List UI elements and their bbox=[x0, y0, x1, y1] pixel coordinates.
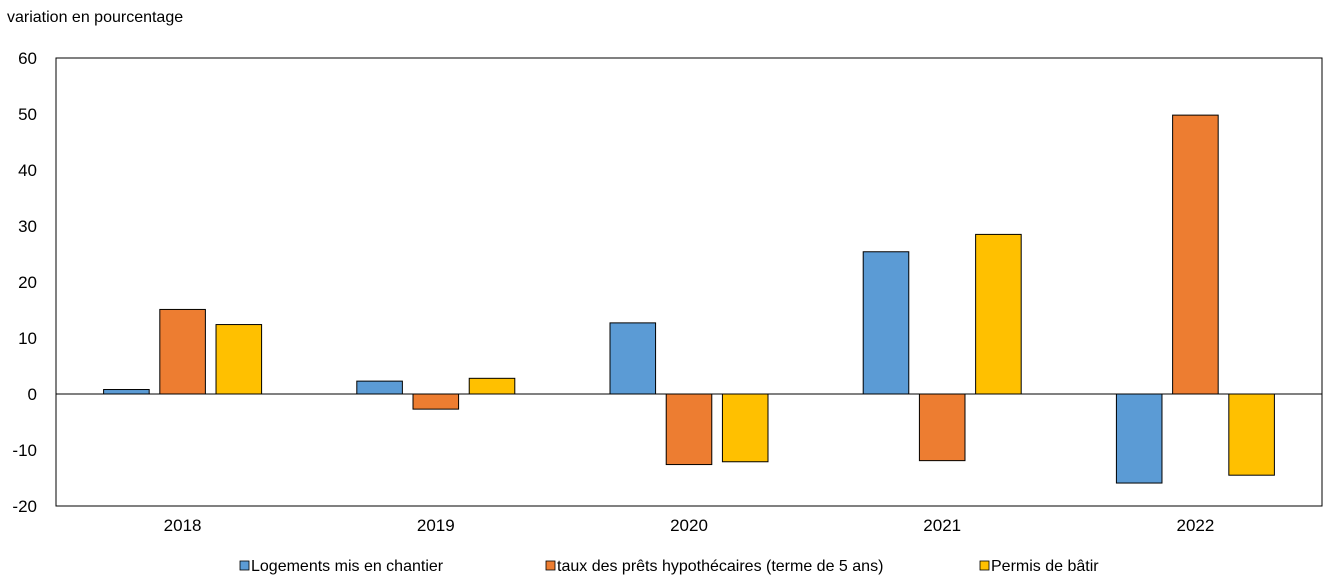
bar-2018-series-3 bbox=[215, 324, 263, 395]
bar-2020-series-3 bbox=[721, 393, 769, 463]
bars bbox=[103, 114, 1275, 484]
x-tick-label: 2018 bbox=[164, 516, 202, 535]
bar-2022-series-3 bbox=[1228, 393, 1275, 476]
bar-2020-series-2 bbox=[665, 393, 713, 466]
y-tick-label: 40 bbox=[18, 161, 37, 180]
bar-2021-series-1 bbox=[862, 251, 910, 395]
x-tick-label: 2019 bbox=[417, 516, 455, 535]
x-tick-label: 2021 bbox=[923, 516, 961, 535]
bar-2022-series-2 bbox=[1172, 114, 1219, 395]
y-tick-label: 50 bbox=[18, 105, 37, 124]
bar-2021-series-3 bbox=[975, 233, 1022, 395]
y-tick-label: 30 bbox=[18, 217, 37, 236]
y-tick-label: -10 bbox=[12, 441, 37, 460]
legend-label: Logements mis en chantier bbox=[251, 558, 444, 575]
bar-2022-series-1 bbox=[1115, 393, 1163, 484]
y-tick-label: 0 bbox=[28, 385, 37, 404]
y-tick-label: 20 bbox=[18, 273, 37, 292]
x-tick-label: 2022 bbox=[1176, 516, 1214, 535]
y-tick-label: -20 bbox=[12, 497, 37, 516]
bar-2019-series-3 bbox=[468, 377, 516, 395]
x-tick-labels: 2018 2019 2020 2021 2022 bbox=[164, 516, 1215, 535]
y-tick-labels: 60 50 40 30 20 10 0 -10 -20 bbox=[12, 49, 37, 516]
bar-2021-series-2 bbox=[918, 393, 966, 462]
bar-2019-series-2 bbox=[412, 393, 460, 410]
legend-label: Permis de bâtir bbox=[991, 558, 1099, 575]
x-tick-label: 2020 bbox=[670, 516, 708, 535]
bar-2020-series-1 bbox=[609, 322, 657, 395]
legend: Logements mis en chantier taux des prêts … bbox=[239, 558, 1099, 575]
legend-swatch bbox=[545, 560, 556, 571]
legend-label: taux des prêts hypothécaires (terme de 5… bbox=[557, 558, 883, 575]
plot-area bbox=[55, 57, 1323, 507]
legend-swatch bbox=[979, 560, 990, 571]
y-axis-label: variation en pourcentage bbox=[7, 9, 183, 26]
bar-2019-series-1 bbox=[356, 380, 403, 395]
legend-swatch bbox=[239, 560, 250, 571]
y-tick-label: 10 bbox=[18, 329, 37, 348]
bar-2018-series-1 bbox=[103, 389, 150, 395]
bar-2018-series-2 bbox=[159, 308, 206, 395]
y-tick-label: 60 bbox=[18, 49, 37, 68]
